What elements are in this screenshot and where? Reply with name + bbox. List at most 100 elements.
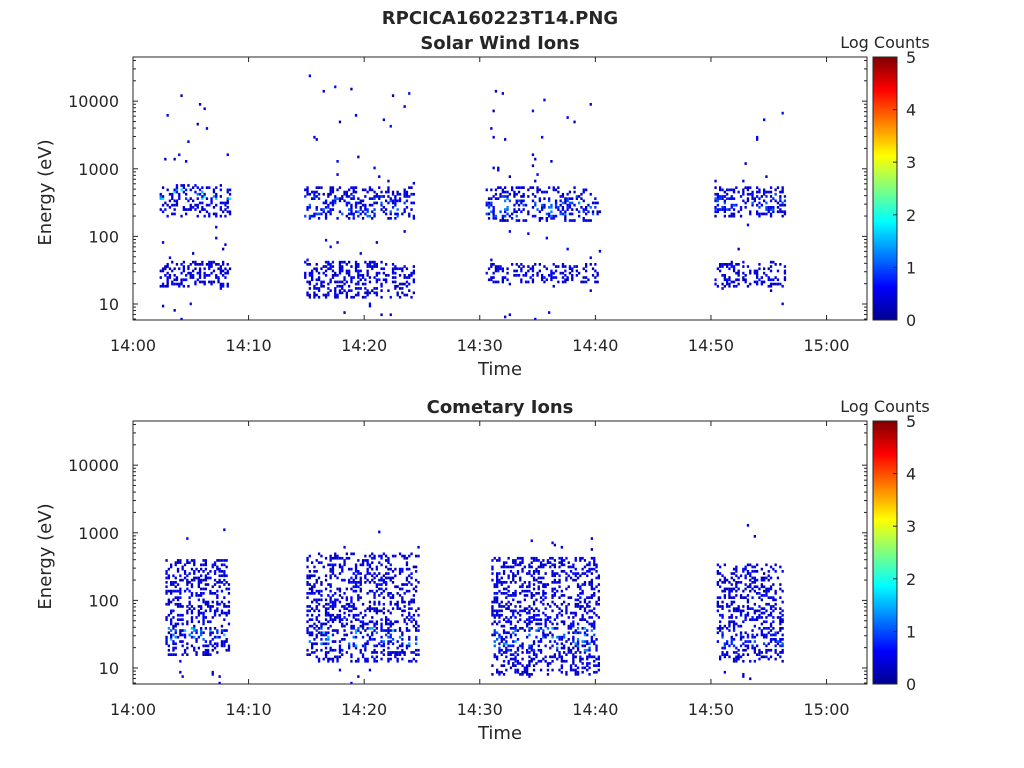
data-cell: [779, 190, 782, 194]
data-cell: [317, 186, 321, 189]
data-cell: [760, 282, 763, 286]
data-cell: [583, 583, 587, 586]
data-cell: [516, 570, 520, 573]
data-cell: [585, 269, 588, 273]
data-cell: [391, 269, 395, 273]
data-cell: [389, 313, 392, 317]
data-cell: [317, 212, 321, 216]
data-cell: [396, 267, 399, 271]
data-cell: [779, 208, 782, 211]
data-cell: [195, 616, 198, 619]
data-cell: [568, 271, 572, 275]
data-cell: [593, 642, 596, 646]
data-cell: [200, 605, 203, 608]
data-cell: [368, 260, 372, 264]
data-cell: [417, 629, 420, 632]
data-cell: [531, 192, 535, 196]
data-cell: [313, 651, 316, 654]
data-cell: [396, 585, 399, 589]
data-cell: [172, 627, 175, 630]
data-cell: [317, 609, 321, 613]
data-cell: [343, 276, 346, 279]
data-cell: [730, 587, 733, 591]
data-cell: [737, 263, 740, 266]
data-cell: [403, 554, 406, 558]
data-cell: [735, 581, 738, 584]
data-cell: [566, 197, 569, 200]
data-cell: [398, 199, 402, 203]
data-cell: [561, 212, 565, 216]
data-cell: [737, 274, 740, 277]
data-cell: [779, 195, 782, 198]
x-axis-label: Time: [477, 359, 522, 380]
data-cell: [331, 190, 335, 194]
data-cell: [565, 640, 568, 643]
data-cell: [366, 578, 369, 582]
data-cell: [170, 618, 173, 621]
data-cell: [366, 271, 369, 275]
data-cell: [343, 578, 346, 582]
data-cell: [763, 642, 766, 646]
data-cell: [368, 302, 372, 306]
data-cell: [391, 201, 395, 205]
data-cell: [412, 624, 415, 628]
data-cell: [565, 653, 568, 656]
data-cell: [168, 276, 172, 279]
data-cell: [348, 613, 351, 617]
data-cell: [567, 638, 570, 641]
data-cell: [382, 581, 385, 584]
plot-frame: [132, 420, 868, 685]
data-cell: [348, 602, 351, 606]
data-cell: [590, 635, 593, 639]
data-cell: [586, 596, 589, 599]
data-cell: [552, 271, 555, 275]
data-cell: [170, 583, 173, 586]
data-cell: [331, 265, 335, 268]
data-cell: [375, 655, 378, 659]
data-cell: [521, 673, 524, 676]
data-cell: [767, 613, 770, 617]
data-cell: [515, 263, 518, 266]
data-cell: [498, 581, 501, 584]
data-cell: [597, 589, 600, 593]
y-tick-label: 10: [99, 659, 119, 678]
data-cell: [224, 271, 227, 275]
colorbar-tick-label: 5: [906, 48, 916, 67]
data-cell: [527, 195, 530, 198]
data-cell: [345, 618, 348, 621]
data-cell: [359, 278, 362, 282]
data-cell: [744, 274, 747, 277]
data-cell: [595, 644, 598, 648]
data-cell: [331, 199, 335, 203]
data-cell: [551, 609, 554, 613]
data-cell: [723, 655, 726, 659]
data-cell: [350, 280, 353, 284]
data-cell: [334, 280, 337, 284]
data-cell: [548, 214, 551, 218]
data-cell: [509, 602, 513, 606]
data-cell: [183, 572, 187, 575]
data-cell: [576, 648, 580, 652]
data-cell: [536, 186, 539, 189]
data-cell: [389, 622, 392, 626]
data-cell: [382, 271, 385, 275]
data-cell: [227, 605, 231, 608]
data-cell: [774, 633, 777, 637]
data-cell: [308, 605, 311, 608]
data-cell: [779, 199, 782, 203]
data-cell: [311, 607, 314, 610]
data-cell: [403, 210, 406, 214]
data-cell: [526, 622, 529, 626]
data-cell: [218, 585, 221, 589]
data-cell: [308, 263, 311, 266]
data-cell: [774, 638, 777, 641]
data-cell: [507, 600, 510, 604]
data-cell: [735, 594, 738, 597]
data-cell: [774, 648, 777, 652]
data-cell: [396, 284, 399, 288]
data-cell: [357, 214, 360, 218]
data-cell: [410, 208, 413, 211]
data-cell: [528, 583, 531, 586]
data-cell: [560, 570, 563, 573]
data-cell: [552, 276, 555, 279]
